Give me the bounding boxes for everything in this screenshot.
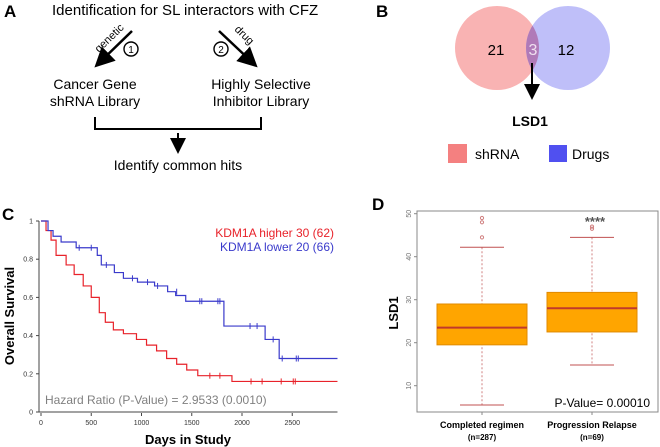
venn-hit-label: LSD1 xyxy=(512,113,548,129)
km-legend-high: KDM1A higher 30 (62) xyxy=(215,226,334,240)
left-library-line1: Cancer Gene xyxy=(53,76,136,92)
box-outlier xyxy=(479,215,485,221)
box-y-tick-label: 40 xyxy=(406,253,413,261)
km-x-tick-label: 0 xyxy=(39,420,43,427)
box-y-tick-label: 10 xyxy=(406,382,413,390)
panel-label-b: B xyxy=(376,2,388,21)
box-outlier xyxy=(589,226,595,231)
box-y-tick-label: 50 xyxy=(406,210,413,218)
drug-label: drug xyxy=(232,24,256,48)
km-y-tick-label: 0.2 xyxy=(23,371,33,378)
km-y-tick-label: 0.4 xyxy=(23,333,33,340)
legend-label-shrna: shRNA xyxy=(475,146,520,162)
venn-shrna-circle xyxy=(455,6,539,90)
box-y-tick-label: 20 xyxy=(406,339,413,347)
box-category-n: (n=69) xyxy=(580,433,604,442)
venn-drugs-count: 12 xyxy=(558,42,575,59)
genetic-arrow xyxy=(94,30,133,68)
km-y-tick-label: 0 xyxy=(29,410,33,417)
venn-shrna-count: 21 xyxy=(488,42,505,59)
panel-label-a: A xyxy=(4,2,16,21)
drug-arrow xyxy=(218,30,258,68)
box-outlier xyxy=(479,235,485,240)
km-x-tick-label: 2500 xyxy=(284,420,300,427)
km-curve-high xyxy=(41,220,338,383)
km-curve-low xyxy=(41,220,338,360)
km-y-tick-label: 1 xyxy=(29,219,33,226)
panel-d: D LSD1 P-Value= 0.00010 **** 10 20 30 40 50 C… xyxy=(372,195,659,442)
legend-label-drugs: Drugs xyxy=(572,146,609,162)
panel-b: B 21 3 12 LSD1 shRNA Drugs xyxy=(376,2,610,163)
left-library-line2: shRNA Library xyxy=(50,93,140,109)
box-p-value: P-Value= 0.00010 xyxy=(554,396,650,410)
km-x-axis-label: Days in Study xyxy=(145,432,232,447)
box-y-axis-label: LSD1 xyxy=(386,296,401,329)
km-hazard-ratio: Hazard Ratio (P-Value) = 2.9533 (0.0010) xyxy=(45,393,267,407)
box-iqr xyxy=(436,303,528,346)
step-1-circle xyxy=(123,41,139,57)
venn-drugs-circle xyxy=(526,6,610,90)
panel-a-title: Identification for SL interactors with C… xyxy=(52,2,318,19)
km-x-tick-label: 1500 xyxy=(184,420,200,427)
box-category-label: Progression Relapse xyxy=(547,420,637,430)
legend-swatch-shrna xyxy=(448,144,467,163)
box-iqr xyxy=(546,291,638,333)
right-library-line2: Inhibitor Library xyxy=(213,93,310,109)
merge-bracket xyxy=(94,117,262,130)
box-outlier xyxy=(589,224,595,229)
step-2-number: 2 xyxy=(218,45,224,56)
km-y-axis-label: Overall Survival xyxy=(2,267,17,365)
step-2-circle xyxy=(213,41,229,57)
common-hits-label: Identify common hits xyxy=(114,157,242,173)
box-y-tick-label: 30 xyxy=(406,296,413,304)
panel-label-d: D xyxy=(372,195,384,214)
km-legend-low: KDM1A lower 20 (66) xyxy=(220,240,334,254)
step-1-number: 1 xyxy=(128,45,134,56)
box-significance: **** xyxy=(585,214,606,229)
km-y-tick-label: 0.6 xyxy=(23,295,33,302)
legend-swatch-drugs xyxy=(549,145,567,162)
km-x-tick-label: 2000 xyxy=(234,420,250,427)
box-plot-frame xyxy=(416,210,659,413)
panel-label-c: C xyxy=(2,205,14,224)
box-outlier xyxy=(479,220,485,225)
genetic-label: genetic xyxy=(93,22,127,56)
panel-c: C Overall Survival Days in Study Hazard … xyxy=(2,205,338,447)
right-library-line1: Highly Selective xyxy=(211,76,311,92)
box-category-label: Completed regimen xyxy=(440,420,524,430)
box-category-n: (n=287) xyxy=(468,433,497,442)
panel-a: A Identification for SL interactors with… xyxy=(4,2,318,173)
km-x-tick-label: 1000 xyxy=(134,420,150,427)
km-x-tick-label: 500 xyxy=(85,420,97,427)
km-y-tick-label: 0.8 xyxy=(23,257,33,264)
venn-overlap-count: 3 xyxy=(529,42,538,59)
